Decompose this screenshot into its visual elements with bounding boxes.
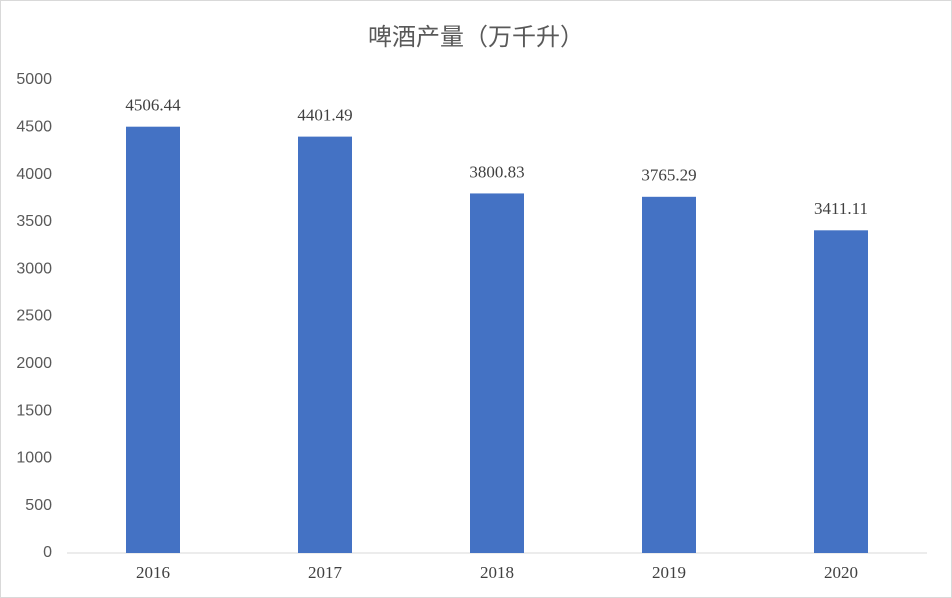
data-label: 3765.29 [641,166,696,185]
y-tick-label: 1500 [16,402,52,419]
bar [814,230,868,553]
bar [470,193,524,554]
y-tick-label: 4500 [16,119,52,136]
bar [126,126,180,554]
y-tick-label: 1000 [16,450,52,467]
y-tick-label: 5000 [16,71,52,88]
y-tick-label: 2500 [16,308,52,325]
y-tick-label: 4000 [16,166,52,183]
x-tick-label: 2019 [652,563,686,582]
bar [298,136,352,553]
x-tick-label: 2016 [136,563,170,582]
data-label: 4401.49 [297,106,352,125]
y-tick-label: 3000 [16,260,52,277]
data-label: 4506.44 [125,96,181,115]
data-label: 3800.83 [469,162,524,181]
y-tick-label: 3500 [16,213,52,230]
chart-title: 啤酒产量（万千升） [368,23,584,51]
y-tick-label: 2000 [16,355,52,372]
y-tick-label: 500 [25,497,52,514]
x-tick-label: 2020 [824,563,858,582]
x-tick-label: 2017 [308,563,343,582]
y-tick-label: 0 [43,544,52,561]
data-label: 3411.11 [814,199,868,218]
x-tick-label: 2018 [480,563,514,582]
bar [642,196,696,553]
